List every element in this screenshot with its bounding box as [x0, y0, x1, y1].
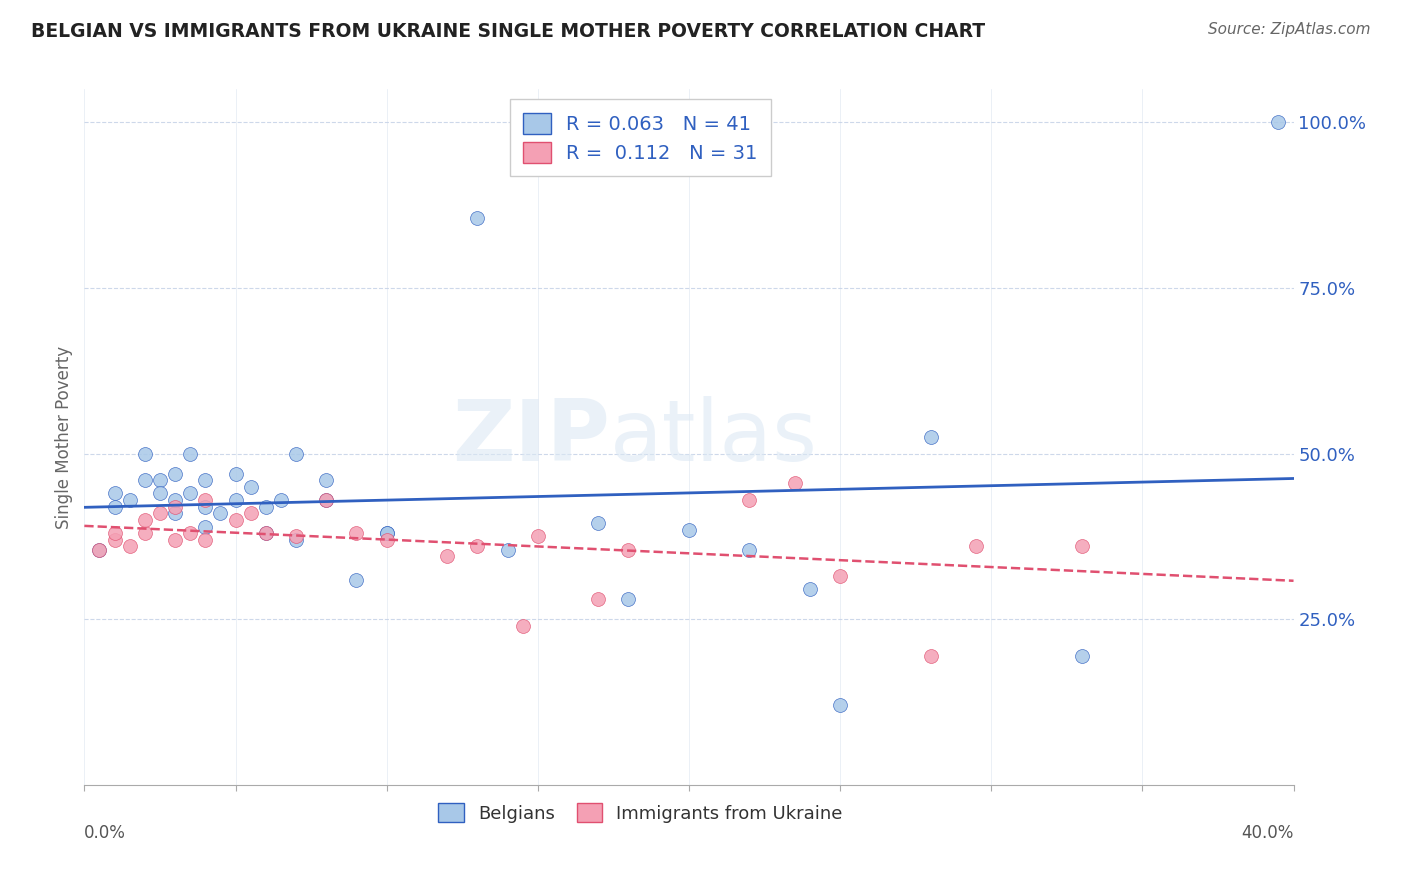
Point	[375, 526, 398, 541]
Point	[830, 569, 852, 583]
Point	[194, 493, 217, 508]
Point	[1071, 648, 1094, 663]
Point	[104, 500, 127, 514]
Point	[617, 592, 640, 607]
Point	[920, 430, 942, 444]
Point	[254, 526, 277, 541]
Point	[315, 493, 337, 508]
Point	[436, 549, 458, 564]
Point	[830, 698, 852, 713]
Point	[496, 542, 519, 557]
Text: ZIP: ZIP	[453, 395, 610, 479]
Point	[165, 467, 187, 481]
Point	[194, 500, 217, 514]
Text: atlas: atlas	[610, 395, 818, 479]
Point	[920, 648, 942, 663]
Point	[738, 493, 761, 508]
Point	[512, 619, 534, 633]
Point	[194, 533, 217, 547]
Text: 40.0%: 40.0%	[1241, 824, 1294, 842]
Point	[134, 473, 156, 487]
Point	[346, 526, 368, 541]
Point	[254, 500, 277, 514]
Point	[225, 493, 247, 508]
Point	[1267, 115, 1289, 129]
Point	[346, 573, 368, 587]
Point	[617, 542, 640, 557]
Point	[375, 533, 398, 547]
Point	[285, 533, 308, 547]
Y-axis label: Single Mother Poverty: Single Mother Poverty	[55, 345, 73, 529]
Point	[134, 447, 156, 461]
Point	[799, 582, 821, 597]
Point	[179, 486, 201, 500]
Point	[285, 447, 308, 461]
Text: 0.0%: 0.0%	[84, 824, 127, 842]
Point	[315, 473, 337, 487]
Point	[209, 506, 232, 520]
Point	[165, 493, 187, 508]
Point	[134, 513, 156, 527]
Point	[179, 447, 201, 461]
Point	[89, 542, 111, 557]
Point	[194, 519, 217, 533]
Point	[104, 533, 127, 547]
Point	[179, 526, 201, 541]
Point	[527, 529, 550, 543]
Point	[588, 592, 610, 607]
Text: Source: ZipAtlas.com: Source: ZipAtlas.com	[1208, 22, 1371, 37]
Point	[165, 533, 187, 547]
Point	[149, 473, 172, 487]
Point	[738, 542, 761, 557]
Point	[965, 540, 987, 554]
Point	[375, 526, 398, 541]
Point	[285, 529, 308, 543]
Point	[118, 540, 141, 554]
Point	[165, 500, 187, 514]
Point	[678, 523, 700, 537]
Point	[118, 493, 141, 508]
Point	[104, 526, 127, 541]
Point	[467, 540, 489, 554]
Point	[225, 513, 247, 527]
Point	[134, 526, 156, 541]
Point	[239, 506, 262, 520]
Point	[225, 467, 247, 481]
Point	[588, 516, 610, 531]
Point	[254, 526, 277, 541]
Point	[89, 542, 111, 557]
Point	[149, 486, 172, 500]
Point	[165, 506, 187, 520]
Legend: Belgians, Immigrants from Ukraine: Belgians, Immigrants from Ukraine	[429, 794, 852, 831]
Point	[1071, 540, 1094, 554]
Point	[104, 486, 127, 500]
Point	[783, 476, 806, 491]
Point	[270, 493, 292, 508]
Point	[194, 473, 217, 487]
Text: BELGIAN VS IMMIGRANTS FROM UKRAINE SINGLE MOTHER POVERTY CORRELATION CHART: BELGIAN VS IMMIGRANTS FROM UKRAINE SINGL…	[31, 22, 986, 41]
Point	[239, 480, 262, 494]
Point	[467, 211, 489, 226]
Point	[315, 493, 337, 508]
Point	[149, 506, 172, 520]
